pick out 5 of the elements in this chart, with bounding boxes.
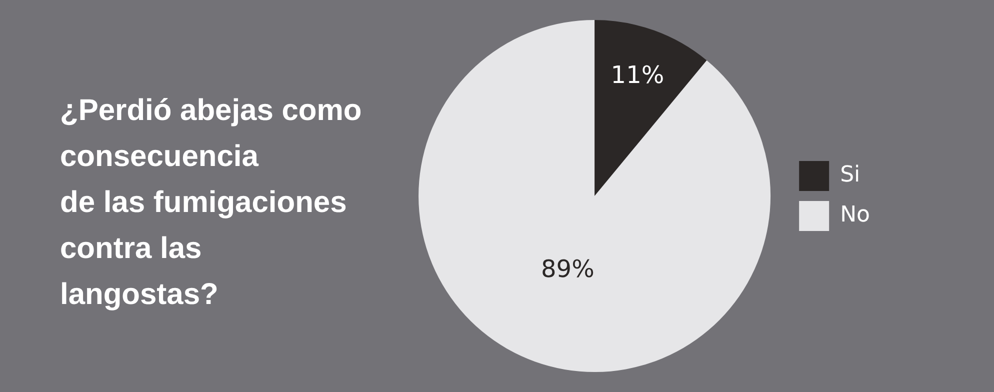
data-label: 11%	[610, 61, 664, 90]
legend-label: No	[840, 202, 870, 228]
legend-label: Si	[840, 162, 860, 188]
data-label: 89%	[541, 254, 594, 283]
text: ¿Perdió abejas como consecuencia de las fumigaciones contra las langostas?	[60, 93, 363, 313]
